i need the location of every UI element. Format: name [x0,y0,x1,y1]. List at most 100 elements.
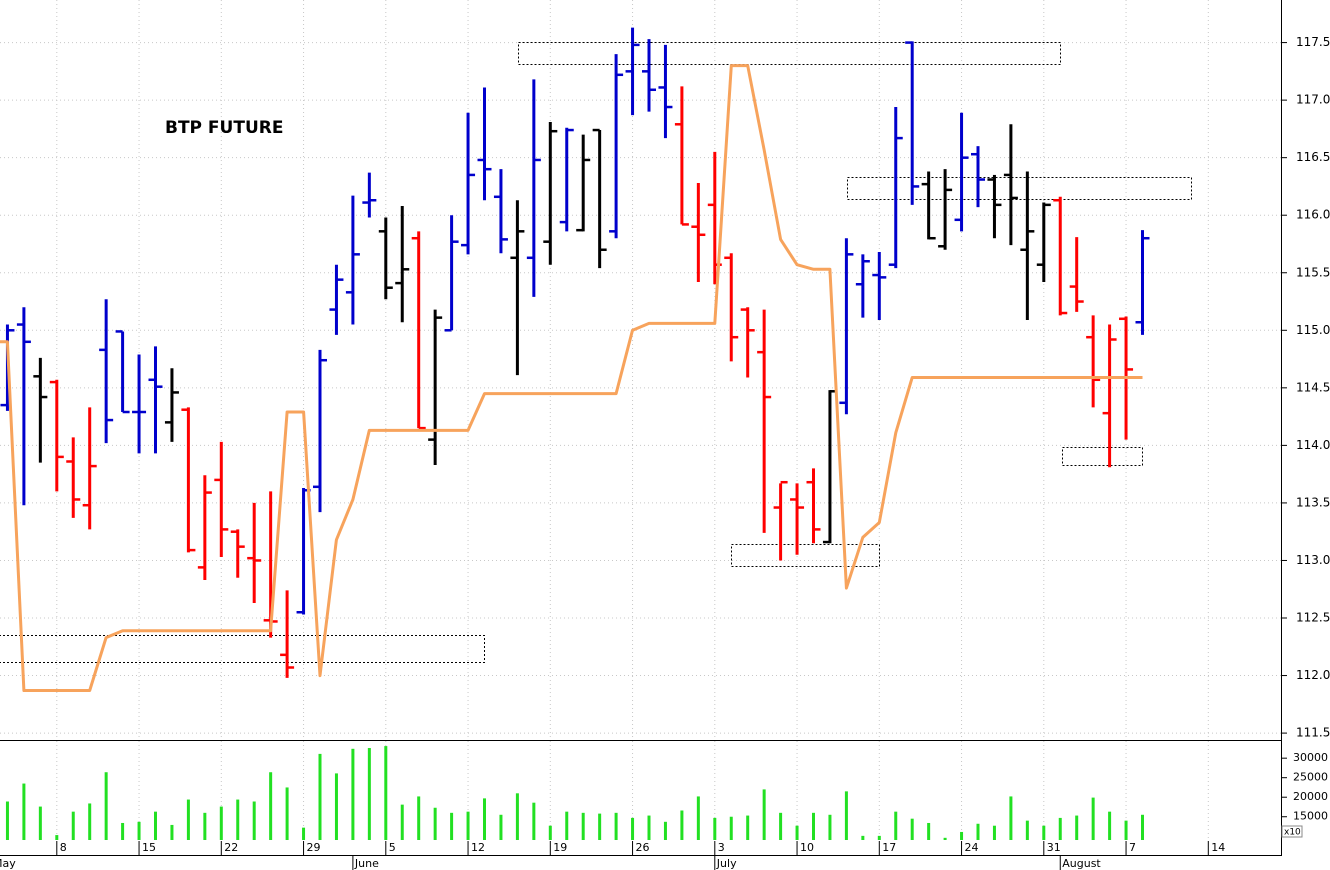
volume-bar [1058,817,1062,840]
volume-bar [647,815,651,840]
y-tick-label: 116.5 [1296,150,1330,164]
volume-bar [565,811,569,840]
x-tick-label: 3 [718,841,725,854]
volume-bar [1108,811,1112,840]
volume-bar [1042,825,1046,840]
month-label: June [354,857,379,870]
y-tick-label: 113.0 [1296,553,1330,567]
volume-bar [318,753,322,840]
volume-bar [170,824,174,840]
month-label: May [0,857,16,870]
volume-bar [137,821,141,840]
volume-bar [943,837,947,840]
volume-bar [877,835,881,840]
volume-bar [976,823,980,840]
volume-bar [581,812,585,840]
volume-bar [400,804,404,840]
unit-box [1281,825,1303,838]
y-tick-label: 115.0 [1296,323,1330,337]
chart-title: BTP FUTURE [165,118,283,138]
volume-bar [483,798,486,840]
volume-bar [614,812,618,840]
volume-bar [910,818,914,840]
x-tick-label: 22 [224,841,238,854]
volume-bar [992,825,996,840]
volume-bar [252,801,256,840]
volume-bar [104,772,108,840]
volume-bar [828,814,832,840]
volume-bar [812,812,815,840]
volume-bar [844,791,848,840]
volume-bar [417,796,421,840]
x-tick-label: 15 [142,841,156,854]
volume-bar [22,783,26,840]
volume-bar [1009,796,1013,840]
volume-tick-label: 20000 [1293,790,1328,803]
x-tick-label: 14 [1211,841,1225,854]
annotation-box [1062,447,1143,466]
x-tick-label: 10 [800,841,814,854]
volume-bar [663,821,667,840]
x-tick-label: 17 [882,841,896,854]
x-tick-label: 19 [553,841,567,854]
volume-bar [88,803,92,840]
volume-bar [729,816,733,840]
month-label: August [1062,857,1101,870]
x-tick-label: 5 [389,841,396,854]
volume-bar [285,787,289,840]
volume-bar [203,812,207,840]
month-label: July [716,857,737,870]
volume-bar [5,801,9,840]
volume-bar [450,812,454,840]
marks [0,27,1150,840]
volume-bar [269,772,273,840]
volume-tick-label: 30000 [1293,751,1328,764]
volume-bar [499,814,503,840]
volume-bar [38,806,42,840]
volume-bar [713,817,717,840]
volume-bar [861,835,865,840]
x-tick-label: 7 [1129,841,1136,854]
volume-bar [795,825,799,840]
volume-bar [466,811,470,840]
x-tick-label: 24 [965,841,979,854]
volume-bar [746,815,750,840]
volume-bar [1124,820,1128,840]
volume-bar [384,746,388,840]
x-tick-label: 8 [60,841,67,854]
volume-bar [236,799,240,840]
volume-bar [154,811,157,840]
volume-bar [433,807,437,840]
y-tick-label: 114.0 [1296,438,1330,452]
y-tick-label: 117.0 [1296,93,1330,107]
volume-bar [186,799,190,840]
y-tick-label: 112.0 [1296,668,1330,682]
volume-bar [927,822,931,840]
y-tick-label: 117.5 [1296,35,1330,49]
volume-bar [367,748,371,840]
volume-bar [894,811,898,840]
y-tick-label: 116.0 [1296,208,1330,222]
annotation-box [518,42,1061,65]
volume-bar [515,793,519,840]
volume-bar [532,802,536,840]
y-tick-label: 111.5 [1296,726,1330,740]
volume-unit: x10 [1284,828,1301,838]
volume-bar [631,817,635,840]
y-tick-label: 114.5 [1296,380,1330,394]
volume-bar [334,773,338,840]
volume-bar [1025,820,1029,840]
y-tick-label: 113.5 [1296,495,1330,509]
annotation-box [731,544,880,567]
x-tick-label: 26 [636,841,650,854]
volume-bar [219,806,223,840]
volume-tick-label: 15000 [1293,810,1328,823]
volume-bar [680,810,684,840]
volume-bar [55,835,59,840]
volume-bar [548,825,552,840]
volume-bar [960,831,964,840]
volume-bar [762,789,766,840]
